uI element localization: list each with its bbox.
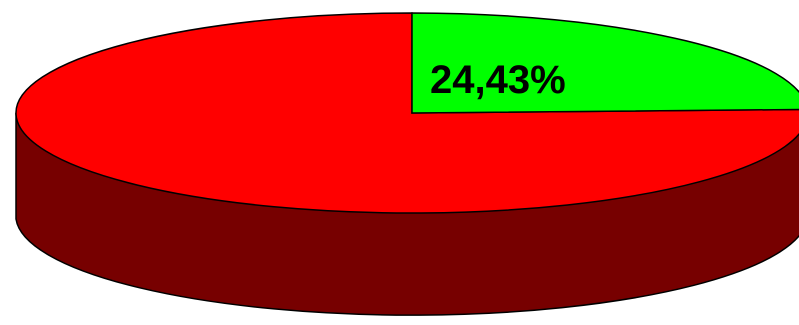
pie-slice-red <box>15 12 799 214</box>
pie-slice-green <box>411 12 799 114</box>
pie-slice-label: 24,43% <box>430 58 566 102</box>
